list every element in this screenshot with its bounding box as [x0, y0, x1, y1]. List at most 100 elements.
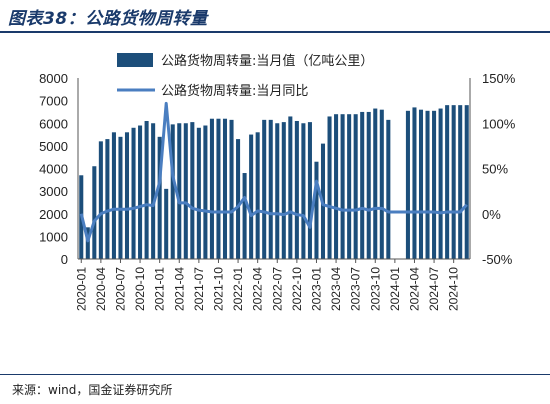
- bar-2024-10: [451, 105, 456, 260]
- bar-2023-08: [360, 111, 365, 259]
- bar-2024-08: [438, 108, 443, 259]
- right-tick-0: -50%: [482, 252, 513, 267]
- bar-2022-08: [281, 122, 286, 260]
- bar-2020-09: [131, 127, 136, 259]
- x-tick-2024-04: 2024-04: [407, 267, 421, 311]
- right-tick-3: 100%: [482, 116, 516, 131]
- bar-2022-05: [262, 119, 267, 259]
- x-tick-2024-01: 2024-01: [388, 267, 402, 311]
- right-axis: -50% 0% 50% 100% 150%: [469, 71, 516, 267]
- bar-2023-09: [366, 111, 371, 259]
- bar-2021-05: [183, 123, 188, 259]
- bar-2020-04: [98, 141, 103, 259]
- bar-2023-06: [347, 114, 352, 259]
- x-tick-2020-10: 2020-10: [133, 267, 147, 311]
- left-tick-4000: 4000: [39, 162, 68, 177]
- bar-2023-10: [373, 108, 378, 259]
- bar-series: [79, 105, 469, 260]
- chart: 0 1000 2000 3000 4000 5000 6000 7000 8000 -50% 0%…: [39, 53, 516, 311]
- bar-2024-09: [445, 105, 450, 260]
- x-tick-2022-07: 2022-07: [270, 267, 284, 311]
- bar-2021-12: [229, 119, 234, 259]
- bar-2023-05: [340, 114, 345, 259]
- bar-2023-07: [353, 114, 358, 259]
- x-tick-2023-07: 2023-07: [349, 267, 363, 311]
- right-tick-1: 0%: [482, 207, 501, 222]
- bar-2024-06: [425, 110, 430, 259]
- x-tick-2022-04: 2022-04: [251, 267, 265, 311]
- legend-line-label: 公路货物周转量:当月同比: [161, 83, 308, 99]
- bar-2020-02: [85, 227, 90, 259]
- bar-2020-05: [105, 139, 110, 259]
- bar-2024-12: [464, 105, 469, 260]
- x-tick-2023-04: 2023-04: [329, 267, 343, 311]
- x-tick-2020-04: 2020-04: [94, 267, 108, 311]
- bar-2020-11: [144, 120, 149, 260]
- x-tick-2021-01: 2021-01: [153, 267, 167, 311]
- bar-2021-11: [222, 118, 228, 259]
- bar-2022-07: [275, 123, 280, 259]
- bar-2020-03: [92, 166, 97, 259]
- bar-2023-12: [386, 119, 391, 259]
- bar-2020-08: [124, 132, 130, 259]
- bar-2023-11: [379, 109, 384, 260]
- bar-2021-07: [196, 127, 201, 259]
- bar-2022-12: [307, 122, 312, 260]
- bar-2022-02: [242, 173, 247, 259]
- x-tick-2023-01: 2023-01: [309, 267, 323, 311]
- left-axis: 0 1000 2000 3000 4000 5000 6000 7000 8000: [39, 71, 79, 267]
- bar-2020-10: [138, 125, 143, 259]
- bar-2024-07: [432, 110, 437, 259]
- legend: 公路货物周转量:当月值（亿吨公里） 公路货物周转量:当月同比: [117, 53, 373, 99]
- x-tick-2024-07: 2024-07: [427, 267, 441, 311]
- legend-bar-swatch: [117, 53, 153, 67]
- x-tick-2022-10: 2022-10: [290, 267, 304, 311]
- yoy-line: [79, 101, 468, 243]
- bar-2024-03: [405, 110, 410, 259]
- x-tick-2021-04: 2021-04: [172, 267, 186, 311]
- x-tick-2021-10: 2021-10: [211, 267, 225, 311]
- bar-2022-09: [288, 116, 293, 260]
- bar-2023-04: [334, 114, 339, 259]
- bar-2021-06: [190, 122, 195, 260]
- bar-2022-06: [268, 119, 273, 259]
- bar-2020-07: [118, 136, 123, 259]
- bar-2021-02: [164, 188, 169, 259]
- right-tick-4: 150%: [482, 71, 516, 86]
- bar-2022-03: [249, 134, 254, 259]
- bar-2023-01: [314, 161, 319, 259]
- left-tick-2000: 2000: [39, 207, 68, 222]
- x-axis: 2020-01 2020-04 2020-07 2020-10 2021-01 2021-…: [74, 258, 470, 311]
- figure-title: 图表38：公路货物周转量: [8, 9, 208, 29]
- bar-2022-11: [301, 123, 306, 259]
- x-tick-2022-01: 2022-01: [231, 267, 245, 311]
- bar-2020-06: [111, 132, 116, 259]
- footer-divider: [0, 374, 550, 375]
- x-tick-2020-07: 2020-07: [113, 267, 127, 311]
- bar-2021-01: [157, 136, 162, 259]
- title-divider: [0, 31, 550, 33]
- bar-2024-04: [412, 107, 417, 259]
- bar-2021-10: [216, 118, 221, 259]
- left-tick-5000: 5000: [39, 139, 68, 154]
- x-tick-2020-01: 2020-01: [74, 267, 88, 311]
- bar-2021-09: [209, 118, 214, 259]
- left-tick-8000: 8000: [39, 71, 68, 86]
- bar-2021-08: [203, 125, 208, 259]
- x-tick-2021-07: 2021-07: [192, 267, 206, 311]
- x-tick-2023-10: 2023-10: [368, 267, 382, 311]
- left-tick-6000: 6000: [39, 116, 68, 131]
- bar-2024-11: [458, 105, 463, 260]
- left-tick-1000: 1000: [39, 229, 68, 244]
- right-tick-2: 50%: [482, 162, 508, 177]
- bar-2022-04: [255, 132, 260, 259]
- left-tick-7000: 7000: [39, 94, 68, 109]
- legend-bar-label: 公路货物周转量:当月值（亿吨公里）: [161, 53, 373, 69]
- source-note: 来源：wind，国金证券研究所: [12, 383, 173, 397]
- bar-2022-10: [294, 120, 299, 260]
- bar-2024-05: [418, 109, 424, 260]
- left-tick-3000: 3000: [39, 184, 68, 199]
- bar-2020-12: [151, 123, 156, 259]
- x-tick-2024-10: 2024-10: [447, 267, 461, 311]
- left-tick-0: 0: [61, 252, 68, 267]
